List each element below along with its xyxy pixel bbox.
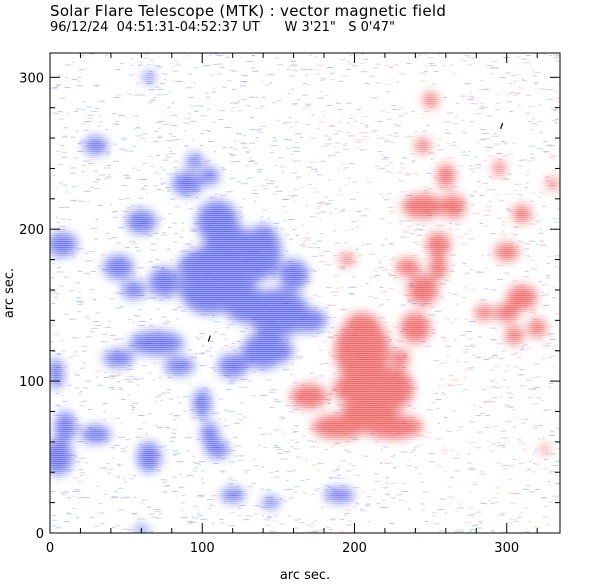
x-tick-label-300: 300: [494, 541, 519, 556]
y-tick-label-300: 300: [19, 71, 44, 86]
figure-title: Solar Flare Telescope (MTK) : vector mag…: [50, 2, 447, 20]
plot-frame: [49, 52, 561, 534]
y-tick-label-200: 200: [19, 223, 44, 238]
field-map: [50, 53, 560, 533]
x-tick-label-200: 200: [342, 541, 367, 556]
x-axis-label: arc sec.: [280, 568, 330, 583]
axis-ticks: [49, 53, 560, 534]
y-tick-label-0: 0: [36, 527, 44, 542]
y-axis-label: arc sec.: [2, 268, 17, 318]
x-tick-label-100: 100: [190, 541, 215, 556]
y-tick-label-100: 100: [19, 375, 44, 390]
x-tick-label-0: 0: [46, 541, 54, 556]
scanline-overlay: [50, 53, 560, 533]
observation-info: 96/12/24 04:51:31-04:52:37 UT W 3'21" S …: [50, 20, 395, 35]
